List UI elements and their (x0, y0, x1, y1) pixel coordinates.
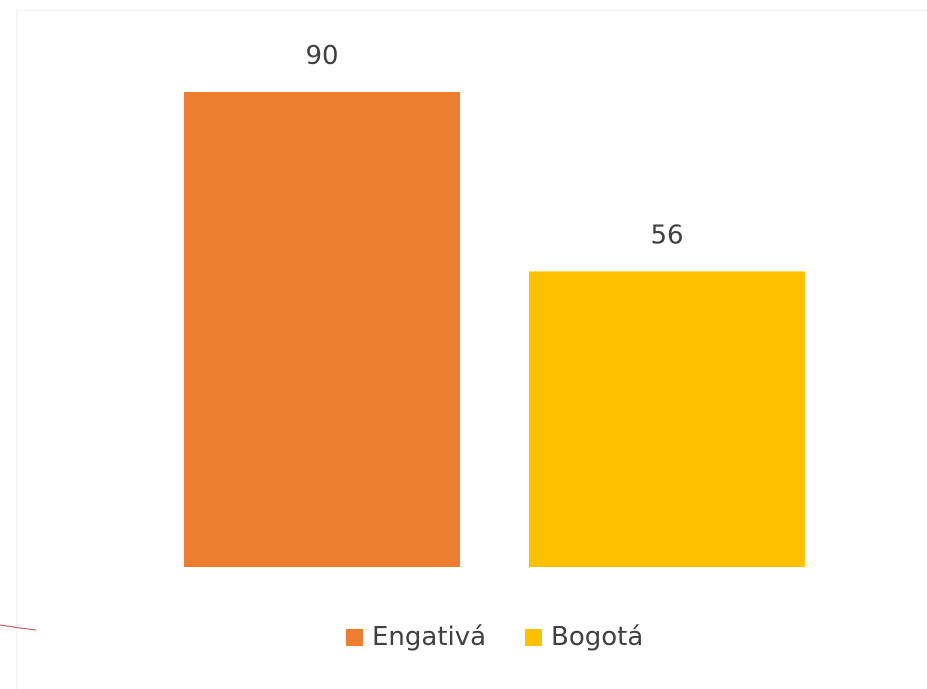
bars-layer (184, 92, 805, 567)
data-labels-layer: 90 56 (305, 41, 683, 250)
legend: Engativá Bogotá (346, 622, 643, 652)
legend-swatch-engativa (346, 629, 363, 646)
decorative-line (0, 624, 37, 631)
legend-label-bogota: Bogotá (551, 622, 643, 652)
legend-label-engativa: Engativá (372, 622, 486, 652)
bar-engativa (184, 92, 460, 567)
data-label-bogota: 56 (650, 220, 683, 250)
data-label-engativa: 90 (305, 41, 338, 71)
legend-swatch-bogota (525, 629, 542, 646)
bar-bogota (529, 271, 805, 567)
